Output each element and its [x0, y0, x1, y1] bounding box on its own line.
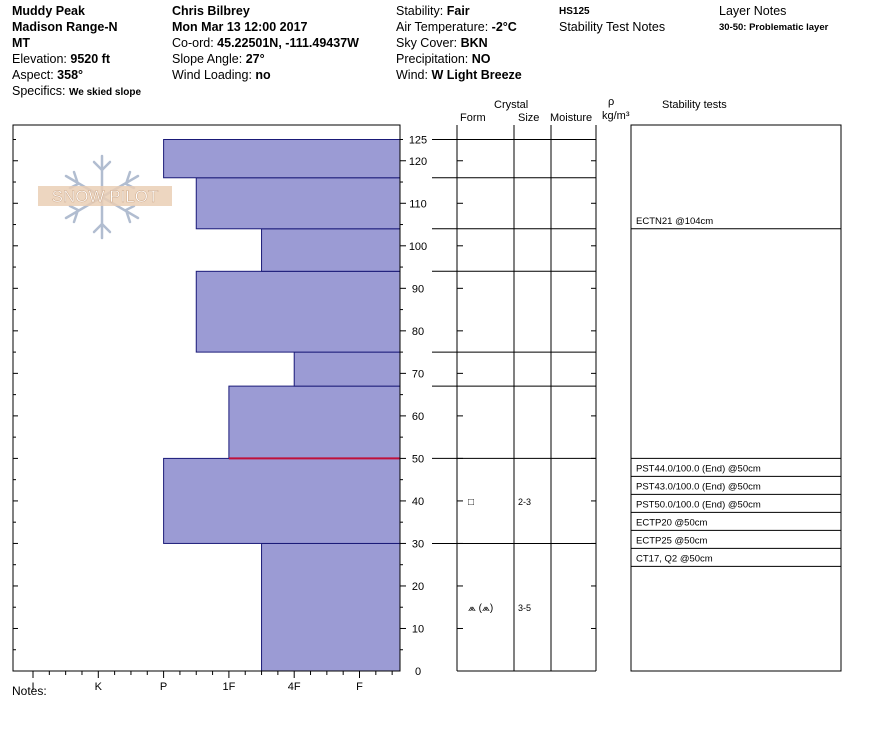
wind-loading-label: Wind Loading:: [172, 68, 252, 82]
sky-cover: Sky Cover: BKN: [396, 35, 488, 51]
location: Muddy Peak: [12, 4, 85, 18]
hardness-axis: I K P 1F 4F F: [31, 671, 393, 693]
wind: Wind: W Light Breeze: [396, 67, 522, 83]
state: MT: [12, 36, 31, 50]
hardness-tick-label: 4F: [288, 681, 301, 693]
stability-test-entry: ECTN21 @104cm: [636, 216, 713, 227]
form-header: Form: [460, 112, 486, 124]
height-tick-label: 20: [412, 581, 424, 593]
height-tick-label: 60: [412, 411, 424, 423]
hardness-tick-label: F: [356, 681, 363, 693]
precip-value: NO: [471, 52, 491, 66]
crystal-size: 2-3: [518, 497, 531, 507]
elevation: Elevation: 9520 ft: [12, 51, 110, 67]
hardness-layer-bar: [261, 228, 401, 272]
hs-value: HS125: [559, 6, 590, 17]
air-temp-label: Air Temperature:: [396, 20, 489, 34]
stability-tests-header: Stability tests: [662, 99, 727, 111]
hardness-layer-bar: [163, 139, 401, 179]
datetime: Mon Mar 13 12:00 2017: [172, 20, 308, 34]
hardness-layer-bar: [163, 457, 401, 544]
stability-test-entry: PST44.0/100.0 (End) @50cm: [636, 463, 761, 474]
crystal-table: □ 2-3 ⩕ (⩕) 3-5: [432, 125, 632, 672]
stability-test-entry: PST43.0/100.0 (End) @50cm: [636, 481, 761, 492]
hardness-tick-label: I: [31, 681, 34, 693]
layer-note: 30-50: Problematic layer: [719, 22, 829, 33]
hardness-layer-bar: [261, 542, 401, 672]
slope-label: Slope Angle:: [172, 52, 243, 66]
aspect-label: Aspect:: [12, 68, 54, 82]
hardness-tick-label: K: [95, 681, 103, 693]
stability-test-entry: ECTP25 @50cm: [636, 535, 708, 546]
hardness-layer-bar: [195, 270, 401, 353]
stability-test-entry: ECTP20 @50cm: [636, 517, 708, 528]
coord-value: 45.22501N, -111.49437W: [217, 36, 359, 50]
size-header: Size: [518, 112, 540, 124]
stability-label: Stability:: [396, 4, 444, 18]
hardness-bars: [163, 139, 401, 672]
density-unit-header: kg/m³: [602, 110, 630, 122]
aspect-value: 358°: [57, 68, 84, 82]
notes-label: Notes:: [12, 684, 47, 698]
hardness-tick-label: P: [160, 681, 167, 693]
range: Madison Range-N: [12, 20, 118, 34]
crystal-size: 3-5: [518, 603, 531, 613]
height-tick-label: 70: [412, 368, 424, 380]
specifics-label: Specifics:: [12, 84, 66, 98]
stability-value: Fair: [446, 4, 470, 18]
hardness-layer-bar: [228, 385, 401, 459]
stability-tests-panel: ECTN21 @104cm PST44.0/100.0 (End) @50cm PS…: [630, 124, 842, 672]
snowflake-logo-icon: SNOW PILOT: [38, 154, 172, 240]
logo-text: SNOW PILOT: [52, 187, 159, 206]
observer: Chris Bilbrey: [172, 4, 250, 18]
wind-loading: Wind Loading: no: [172, 67, 271, 83]
aspect: Aspect: 358°: [12, 67, 83, 83]
specifics-value: We skied slope: [68, 87, 142, 98]
height-tick-label: 10: [412, 623, 424, 635]
density-rho-header: ρ: [608, 96, 615, 108]
stability-tests-frame: [630, 124, 842, 672]
hardness-layer-bar: [195, 177, 401, 230]
height-tick-label: 100: [409, 241, 427, 253]
slope-value: 27°: [245, 52, 265, 66]
precip-label: Precipitation:: [396, 52, 469, 66]
moisture-header: Moisture: [550, 112, 593, 124]
layer-notes-label: Layer Notes: [719, 4, 787, 18]
hardness-tick-label: 1F: [222, 681, 235, 693]
height-tick-label: 80: [412, 326, 424, 338]
air-temperature: Air Temperature: -2°C: [396, 19, 517, 35]
stability-test-entry: PST50.0/100.0 (End) @50cm: [636, 499, 761, 510]
elevation-value: 9520 ft: [70, 52, 110, 66]
elevation-label: Elevation:: [12, 52, 67, 66]
stability: Stability: Fair: [396, 3, 470, 19]
crystal-header: Crystal: [494, 99, 529, 111]
wind-label: Wind:: [396, 68, 428, 82]
height-tick-label: 30: [412, 538, 424, 550]
height-tick-label: 125: [409, 135, 427, 147]
crystal-form: □: [468, 497, 474, 508]
air-temp-value: -2°C: [491, 20, 517, 34]
height-tick-label: 0: [415, 666, 421, 678]
height-tick-label: 40: [412, 496, 424, 508]
precipitation: Precipitation: NO: [396, 51, 491, 67]
stability-test-notes-label: Stability Test Notes: [559, 20, 666, 34]
wind-value: W Light Breeze: [431, 68, 522, 82]
sky-label: Sky Cover:: [396, 36, 458, 50]
slope-angle: Slope Angle: 27°: [172, 51, 265, 67]
height-tick-label: 110: [409, 198, 427, 210]
specifics: Specifics: We skied slope: [12, 83, 141, 101]
crystal-form: ⩕ (⩕): [468, 603, 493, 614]
sky-value: BKN: [460, 36, 488, 50]
coordinates: Co-ord: 45.22501N, -111.49437W: [172, 35, 359, 51]
stability-test-entry: CT17, Q2 @50cm: [636, 553, 713, 564]
wind-loading-value: no: [255, 68, 271, 82]
hardness-layer-bar: [293, 351, 401, 387]
height-tick-label: 90: [412, 283, 424, 295]
height-tick-label: 120: [409, 156, 427, 168]
coord-label: Co-ord:: [172, 36, 214, 50]
height-tick-label: 50: [412, 453, 424, 465]
